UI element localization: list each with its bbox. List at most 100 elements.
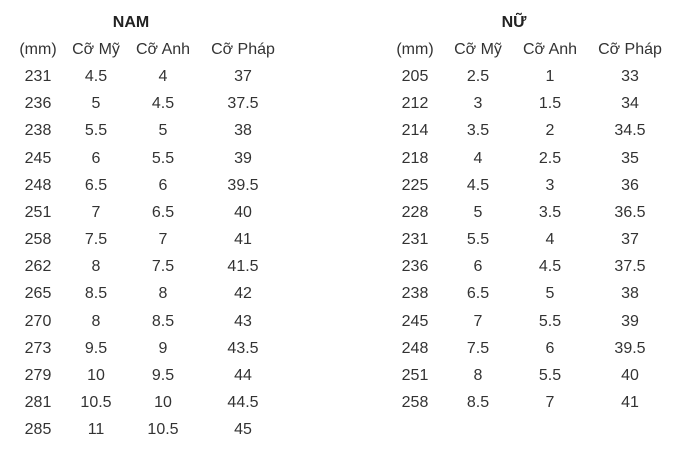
table-row: 228 5 3.5 36.5 <box>388 199 674 226</box>
us-size-cell: 8.5 <box>466 394 490 412</box>
men-title-spacer <box>12 9 64 36</box>
table-row: 251 7 6.5 40 <box>12 199 288 226</box>
us-size-cell: 6.5 <box>466 285 490 303</box>
us-size-cell: 8 <box>91 312 101 330</box>
women-title-row: NỮ <box>388 9 674 36</box>
table-row: 265 8.5 8 42 <box>12 281 288 308</box>
length-mm-cell: 248 <box>401 339 429 357</box>
uk-size-cell: 2 <box>545 122 555 140</box>
table-row: 225 4.5 3 36 <box>388 172 674 199</box>
eu-size-cell: 44.5 <box>227 394 259 412</box>
column-header-eu: Cỡ Pháp <box>211 40 275 58</box>
eu-size-cell: 33 <box>621 67 639 85</box>
uk-size-cell: 6.5 <box>151 203 175 221</box>
table-row: 236 6 4.5 37.5 <box>388 254 674 281</box>
eu-size-cell: 34 <box>621 95 639 113</box>
us-size-cell: 8 <box>91 258 101 276</box>
eu-size-cell: 35 <box>621 149 639 167</box>
us-size-cell: 10.5 <box>80 394 112 412</box>
table-row: 245 6 5.5 39 <box>12 145 288 172</box>
us-size-cell: 7.5 <box>84 231 108 249</box>
length-mm-cell: 281 <box>24 394 52 412</box>
women-title-spacer <box>388 9 442 36</box>
eu-size-cell: 37.5 <box>227 95 259 113</box>
eu-size-cell: 37 <box>234 67 252 85</box>
men-title-row: NAM <box>12 9 288 36</box>
eu-size-cell: 42 <box>234 285 252 303</box>
table-row: 262 8 7.5 41.5 <box>12 254 288 281</box>
eu-size-cell: 41 <box>621 394 639 412</box>
length-mm-cell: 248 <box>24 176 52 194</box>
uk-size-cell: 7 <box>158 231 168 249</box>
eu-size-cell: 43.5 <box>227 339 259 357</box>
table-row: 258 7.5 7 41 <box>12 227 288 254</box>
us-size-cell: 3.5 <box>466 122 490 140</box>
table-row: 248 6.5 6 39.5 <box>12 172 288 199</box>
length-mm-cell: 258 <box>24 231 52 249</box>
table-row: 270 8 8.5 43 <box>12 308 288 335</box>
length-mm-cell: 231 <box>401 231 429 249</box>
length-mm-cell: 251 <box>24 203 52 221</box>
table-row: 238 6.5 5 38 <box>388 281 674 308</box>
length-mm-cell: 236 <box>24 95 52 113</box>
uk-size-cell: 2.5 <box>538 149 562 167</box>
us-size-cell: 7 <box>91 203 101 221</box>
length-mm-cell: 279 <box>24 367 52 385</box>
uk-size-cell: 1 <box>545 67 555 85</box>
men-header-row: (mm) Cỡ Mỹ Cỡ Anh Cỡ Pháp <box>12 36 288 63</box>
uk-size-cell: 10.5 <box>147 421 179 439</box>
uk-size-cell: 7.5 <box>151 258 175 276</box>
eu-size-cell: 38 <box>234 122 252 140</box>
eu-size-cell: 41.5 <box>227 258 259 276</box>
uk-size-cell: 7 <box>545 394 555 412</box>
column-header-uk: Cỡ Anh <box>522 40 578 58</box>
eu-size-cell: 34.5 <box>614 122 646 140</box>
uk-size-cell: 1.5 <box>538 95 562 113</box>
uk-size-cell: 5 <box>158 122 168 140</box>
table-row: 285 11 10.5 45 <box>12 417 288 444</box>
length-mm-cell: 262 <box>24 258 52 276</box>
table-row: 231 5.5 4 37 <box>388 227 674 254</box>
eu-size-cell: 37 <box>621 231 639 249</box>
table-row: 279 10 9.5 44 <box>12 362 288 389</box>
eu-size-cell: 36.5 <box>614 203 646 221</box>
length-mm-cell: 212 <box>401 95 429 113</box>
women-table-title: NỮ <box>501 13 527 31</box>
uk-size-cell: 5.5 <box>538 367 562 385</box>
us-size-cell: 8 <box>473 367 483 385</box>
uk-size-cell: 6 <box>545 339 555 357</box>
us-size-cell: 6.5 <box>84 176 108 194</box>
us-size-cell: 6 <box>91 149 101 167</box>
uk-size-cell: 5.5 <box>538 312 562 330</box>
column-header-mm: (mm) <box>396 40 434 58</box>
uk-size-cell: 4 <box>545 231 555 249</box>
eu-size-cell: 38 <box>621 285 639 303</box>
length-mm-cell: 218 <box>401 149 429 167</box>
uk-size-cell: 6 <box>158 176 168 194</box>
uk-size-cell: 3 <box>545 176 555 194</box>
men-table-title: NAM <box>112 13 150 31</box>
us-size-cell: 5 <box>91 95 101 113</box>
us-size-cell: 8.5 <box>84 285 108 303</box>
column-header-us: Cỡ Mỹ <box>72 40 120 58</box>
length-mm-cell: 228 <box>401 203 429 221</box>
length-mm-cell: 251 <box>401 367 429 385</box>
length-mm-cell: 231 <box>24 67 52 85</box>
uk-size-cell: 8 <box>158 285 168 303</box>
table-row: 205 2.5 1 33 <box>388 63 674 90</box>
table-row: 251 8 5.5 40 <box>388 362 674 389</box>
uk-size-cell: 8.5 <box>151 312 175 330</box>
uk-size-cell: 4.5 <box>151 95 175 113</box>
table-row: 258 8.5 7 41 <box>388 390 674 417</box>
length-mm-cell: 205 <box>401 67 429 85</box>
us-size-cell: 3 <box>473 95 483 113</box>
women-table-body: 205 2.5 1 33 212 3 1.5 34 214 3.5 2 34.5 218 4 2.5 35 22… <box>388 63 674 416</box>
uk-size-cell: 4.5 <box>538 258 562 276</box>
women-header-row: (mm) Cỡ Mỹ Cỡ Anh Cỡ Pháp <box>388 36 674 63</box>
us-size-cell: 10 <box>87 367 105 385</box>
eu-size-cell: 39.5 <box>227 176 259 194</box>
length-mm-cell: 225 <box>401 176 429 194</box>
table-row: 231 4.5 4 37 <box>12 63 288 90</box>
men-size-table: NAM (mm) Cỡ Mỹ Cỡ Anh Cỡ Pháp 231 4.5 4 37 2… <box>12 9 288 444</box>
table-row: 214 3.5 2 34.5 <box>388 118 674 145</box>
